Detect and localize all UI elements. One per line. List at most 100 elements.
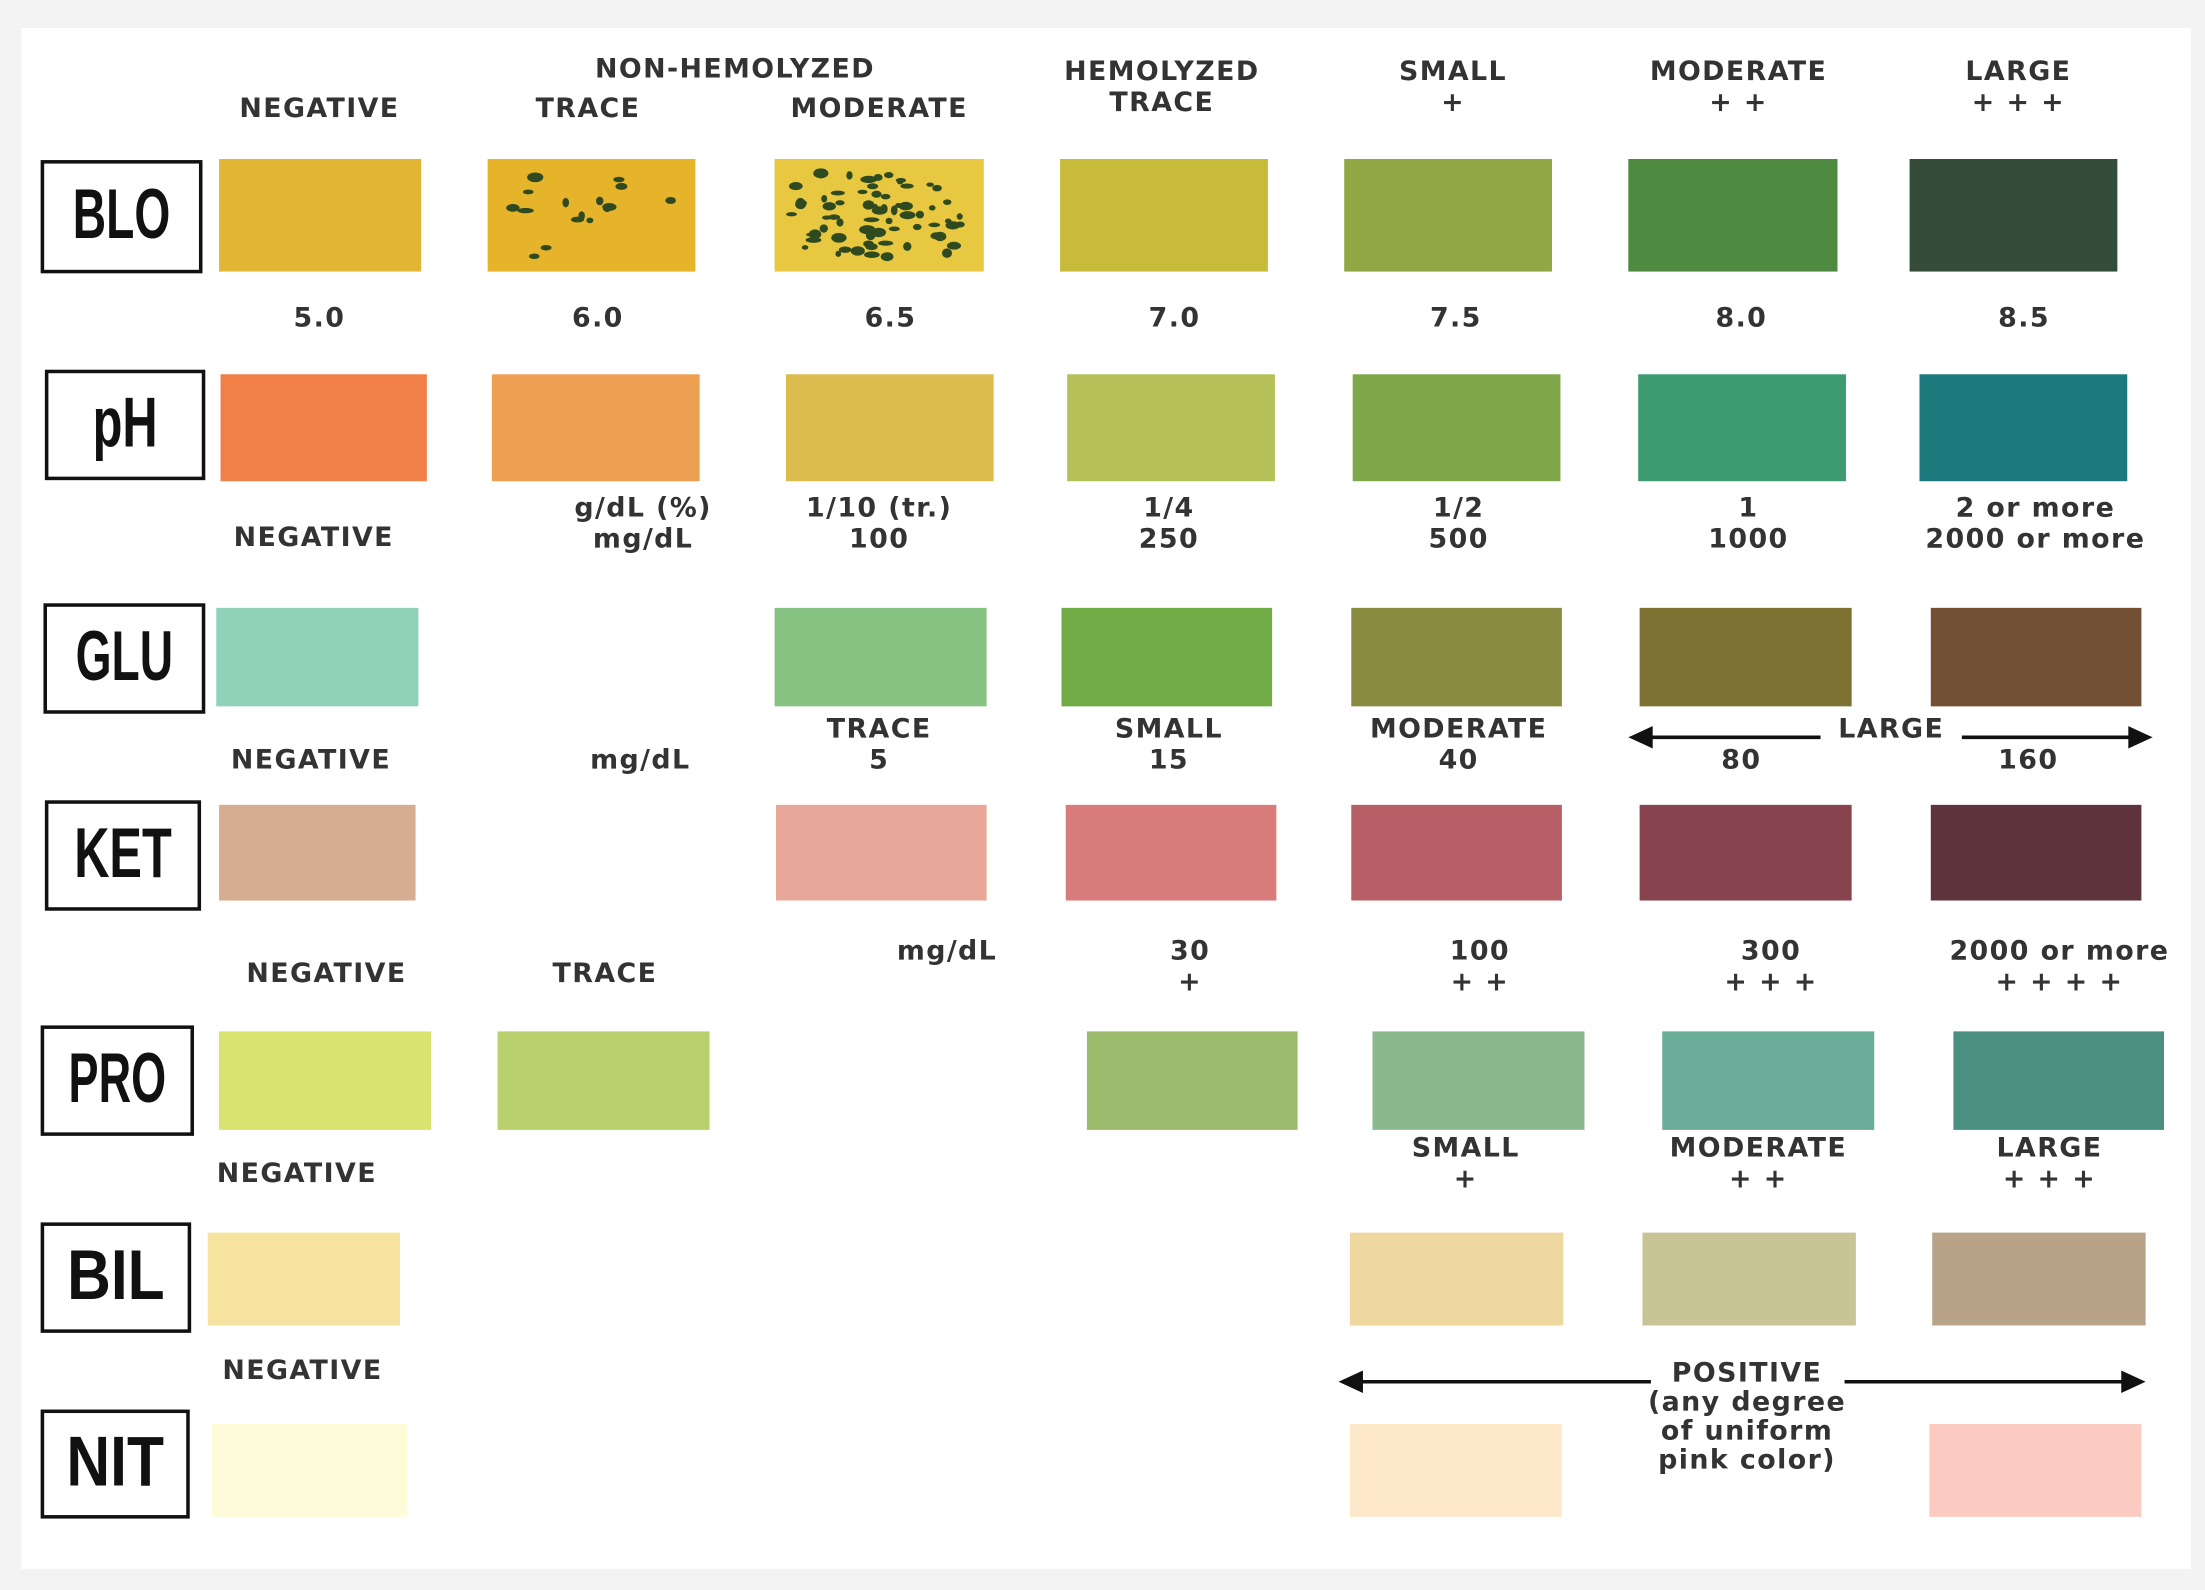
header-text: of uniform [1661, 1415, 1833, 1446]
header-text: 1/2 [1433, 492, 1484, 523]
blood-spot [900, 183, 914, 189]
blood-spot [888, 226, 900, 232]
color-swatch [219, 159, 422, 272]
nit-positive-arrow [1338, 1370, 2146, 1393]
blood-spot [838, 246, 852, 253]
blood-spot [871, 190, 882, 198]
color-swatch [1909, 159, 2118, 272]
color-swatch [216, 607, 419, 707]
header-text: g/dL (%) [574, 492, 711, 523]
header-text: 8.0 [1715, 302, 1767, 333]
row-label: GLU [76, 616, 174, 695]
blood-spot [615, 182, 628, 190]
blood-spot [562, 197, 570, 208]
blood-spot [665, 196, 676, 205]
blood-spot [898, 201, 913, 211]
header-text: MODERATE [1370, 713, 1547, 744]
blood-spot [859, 225, 876, 235]
color-swatch [1929, 1423, 2142, 1517]
row-label-box [40, 1222, 192, 1333]
header-text: 6.0 [572, 302, 624, 333]
color-swatch [1351, 804, 1562, 901]
color-swatch [487, 159, 696, 272]
header-text: (any degree [1648, 1387, 1846, 1418]
color-swatch [497, 1031, 710, 1130]
blood-spot [570, 216, 585, 223]
row-label-box [43, 603, 206, 714]
header-text: TRACE [553, 958, 658, 989]
color-swatch [1067, 374, 1275, 482]
blood-spot [899, 211, 916, 220]
header-text: + + [1729, 1164, 1788, 1195]
blood-spot [862, 200, 875, 210]
blood-spot [517, 207, 534, 214]
row-label: NIT [66, 1422, 164, 1501]
header-text: SMALL [1399, 56, 1507, 87]
color-swatch [1628, 159, 1838, 272]
blood-spot [880, 252, 894, 262]
color-swatch [1639, 607, 1852, 707]
color-swatch [1638, 374, 1846, 482]
row-label: BLO [73, 174, 171, 253]
color-swatch [212, 1423, 408, 1517]
row-label-box [44, 800, 202, 911]
blood-spot [926, 182, 934, 187]
header-text: + [1441, 87, 1465, 118]
blood-spot [835, 250, 842, 257]
row-label-box [40, 160, 203, 274]
header-text: HEMOLYZED [1064, 56, 1259, 87]
color-swatch [1930, 804, 2142, 901]
header-text: + [1178, 967, 1202, 998]
blood-spot [819, 224, 828, 233]
color-swatch [1642, 1232, 1856, 1326]
header-text: 100 [1450, 936, 1510, 967]
blood-spot [932, 184, 942, 192]
color-swatch [1662, 1031, 1875, 1130]
blood-spot [867, 183, 879, 190]
blood-spot [943, 199, 952, 205]
blood-spot [857, 189, 868, 195]
color-swatch [1060, 159, 1268, 272]
header-text: mg/dL [590, 744, 690, 775]
color-swatch [219, 1031, 432, 1130]
color-swatch [219, 804, 416, 901]
header-text: 8.5 [1998, 302, 2050, 333]
blood-spot [786, 212, 797, 217]
blood-spot [831, 232, 847, 243]
header-text: 80 [1721, 744, 1761, 775]
blood-spot [813, 168, 829, 179]
color-swatch [1352, 374, 1561, 482]
header-text: 2000 or more [1925, 523, 2145, 554]
blood-spot [822, 202, 836, 211]
blood-spot [934, 231, 947, 242]
header-text: 2000 or more [1949, 936, 2169, 967]
header-text: 300 [1741, 936, 1801, 967]
header-text: SMALL [1115, 713, 1223, 744]
blood-spot [956, 213, 963, 220]
blood-spot [846, 171, 853, 180]
header-text: TRACE [536, 93, 641, 124]
header-text: NEGATIVE [234, 522, 394, 553]
header-text: NEGATIVE [231, 744, 391, 775]
color-swatch [785, 374, 994, 482]
blood-spot [890, 205, 898, 216]
blood-spot [527, 172, 544, 183]
header-text: 7.0 [1149, 302, 1201, 333]
header-text: 7.5 [1430, 302, 1482, 333]
blood-spot [613, 176, 625, 183]
blood-spot [586, 217, 594, 224]
color-swatch [1349, 1232, 1564, 1326]
header-text: 1/4 [1143, 492, 1194, 523]
color-swatch [1372, 1031, 1585, 1130]
blood-spot [928, 222, 941, 228]
color-swatch [1639, 804, 1852, 901]
color-swatch [1349, 1423, 1562, 1517]
blood-spot [602, 203, 617, 211]
blood-spot [912, 223, 922, 231]
header-text: MODERATE [1650, 56, 1827, 87]
color-swatch [491, 374, 700, 482]
color-swatch [207, 1232, 401, 1326]
blood-spot [928, 205, 936, 211]
